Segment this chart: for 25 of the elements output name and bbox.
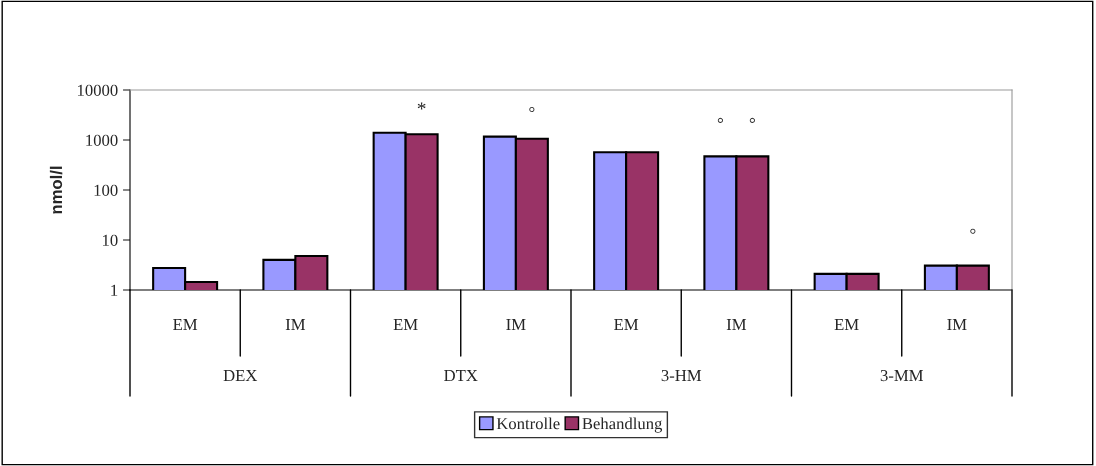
- x-tick-label: IM: [506, 319, 526, 331]
- annotation: °: [749, 117, 755, 123]
- y-tick-label: 10: [102, 234, 118, 246]
- x-tick-label: IM: [285, 319, 306, 331]
- y-axis-title: nmol/l: [49, 166, 63, 214]
- legend-label: Behandlung: [582, 417, 663, 433]
- text: 3-MM: [880, 369, 924, 382]
- text: 3-HM: [661, 369, 702, 382]
- x-tick-label: EM: [834, 319, 859, 331]
- y-tick-label: 100: [94, 184, 118, 196]
- annotation: °: [529, 106, 535, 113]
- text: DTX: [444, 370, 478, 382]
- text: DEX: [223, 370, 258, 382]
- x-tick-label: EM: [393, 319, 418, 331]
- x-tick-label: EM: [614, 319, 639, 331]
- x-tick-label: EM: [173, 319, 198, 331]
- y-tick-label: 10000: [77, 84, 118, 96]
- annotation: °: [970, 228, 976, 234]
- y-tick-label: 1: [111, 284, 118, 296]
- y-tick-label: 1000: [86, 134, 118, 146]
- x-tick-label: IM: [947, 319, 967, 331]
- annotation: °: [717, 117, 723, 123]
- annotation: *: [417, 102, 426, 110]
- x-tick-label: IM: [726, 319, 747, 331]
- legend-label: Kontrolle: [496, 417, 560, 430]
